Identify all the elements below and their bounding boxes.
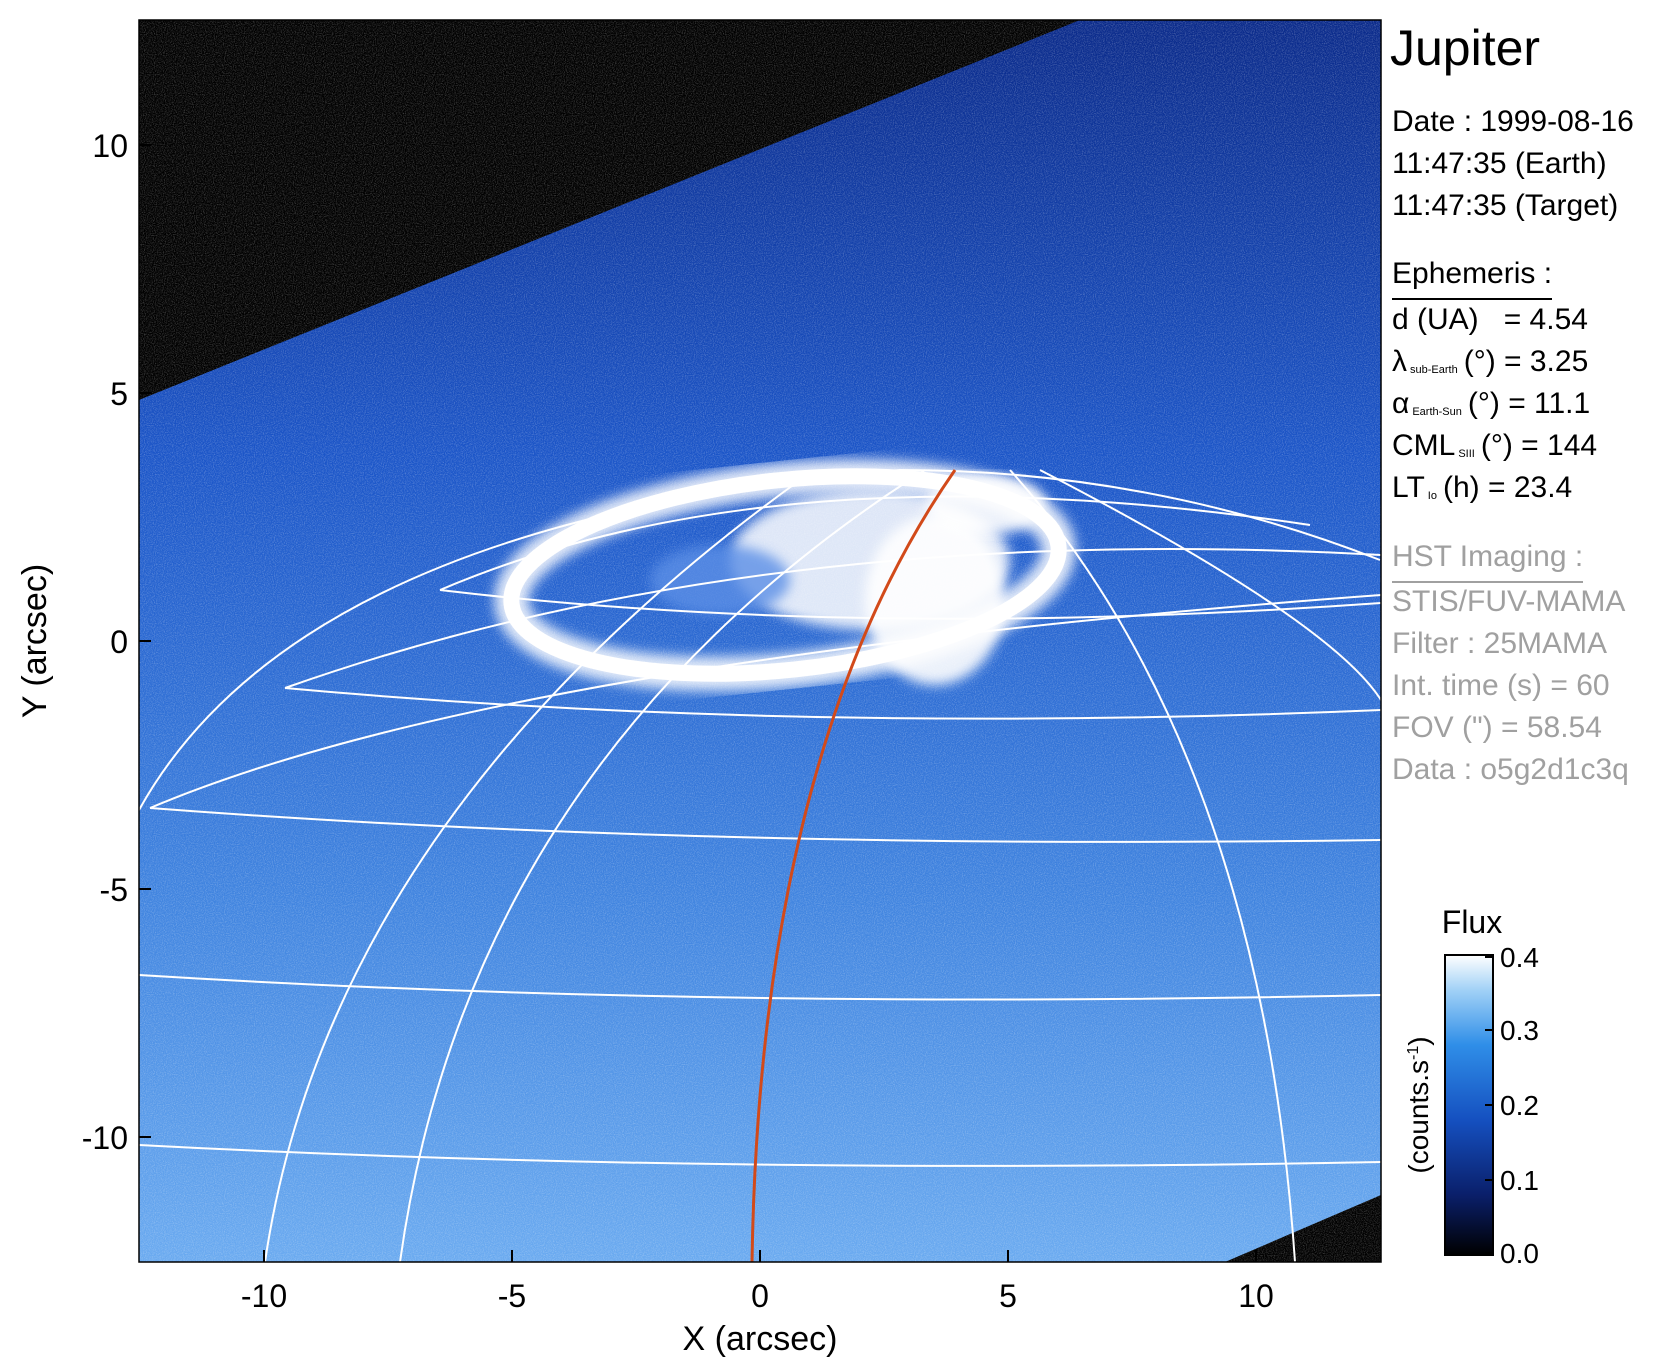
imaging-instrument: STIS/FUV-MAMA (1392, 585, 1626, 618)
observation-date: Date : 1999-08-16 (1392, 105, 1634, 138)
latitude-line-80 (439, 495, 1311, 591)
observation-time-earth: 11:47:35 (Earth) (1392, 147, 1607, 180)
ephemeris-phase-angle: α Earth-Sun (°) = 11.1 (1392, 387, 1591, 420)
io-footprint-track (750, 469, 957, 1262)
latitude-arc-60 (149, 807, 1381, 843)
longitude-line-a (264, 479, 801, 1262)
limb-emission (925, 475, 1045, 535)
imaging-field-of-view: FOV (") = 58.54 (1392, 711, 1602, 744)
colorbar-title: Flux (1442, 904, 1502, 940)
x-tick-label: 10 (1238, 1278, 1274, 1314)
latitude-line-70 (284, 547, 1381, 689)
colorbar-tick-label: 0.1 (1500, 1165, 1539, 1196)
y-tick-label: 10 (92, 128, 128, 164)
ephemeris-cml: CML SIII (°) = 144 (1392, 429, 1598, 462)
longitude-line-b (399, 469, 926, 1262)
limb-arc (139, 468, 1381, 811)
ephemeris-distance: d (UA) = 4.54 (1392, 303, 1588, 336)
imaging-integration-time: Int. time (s) = 60 (1392, 669, 1610, 702)
y-tick-label: -5 (100, 872, 128, 908)
colorbar-tick-label: 0.0 (1500, 1238, 1539, 1269)
axis-tick-marks (139, 144, 1257, 1262)
colorbar-tick-label: 0.3 (1500, 1015, 1539, 1046)
ephemeris-sub-earth-latitude: λ sub-Earth (°) = 3.25 (1392, 345, 1589, 378)
y-tick-label: -10 (82, 1120, 128, 1156)
latitude-arc-70 (284, 687, 1381, 720)
detector-field (139, 20, 1381, 1262)
longitude-line-c (1009, 469, 1296, 1262)
main-oval-core (503, 468, 1067, 682)
imaging-heading: HST Imaging : (1392, 537, 1584, 583)
x-tick-label: 5 (999, 1278, 1017, 1314)
imaging-filter: Filter : 25MAMA (1392, 627, 1608, 660)
colorbar-tick-label: 0.2 (1500, 1090, 1539, 1121)
polar-cap-dark (650, 545, 790, 615)
detector-noise (139, 20, 1381, 1262)
x-tick-label: -10 (241, 1278, 287, 1314)
image-plot-area (139, 20, 1381, 1262)
latitude-longitude-grid (139, 468, 1381, 1262)
dawn-arc-emission (865, 515, 1005, 685)
flux-colorbar: Flux 0.4 0.3 0.2 0.1 0.0 (counts.s-1) (1403, 904, 1539, 1269)
longitude-line-d (1039, 469, 1381, 701)
x-tick-label: 0 (751, 1278, 769, 1314)
y-tick-label: 5 (110, 376, 128, 412)
x-tick-label: -5 (498, 1278, 526, 1314)
ephemeris-heading: Ephemeris : (1392, 254, 1553, 300)
colorbar-unit: (counts.s-1) (1403, 1036, 1434, 1173)
y-axis-label: Y (arcsec) (16, 564, 54, 718)
observation-time-target: 11:47:35 (Target) (1392, 189, 1619, 222)
y-tick-label: 0 (110, 624, 128, 660)
latitude-arc-80 (439, 589, 1381, 620)
latitude-line-20 (139, 1144, 1381, 1167)
imaging-data-id: Data : o5g2d1c3q (1392, 753, 1629, 786)
colorbar-tick-label: 0.4 (1500, 942, 1539, 973)
latitude-line-40 (139, 974, 1381, 1001)
x-axis-label: X (arcsec) (683, 1320, 838, 1358)
ephemeris-io-local-time: LT Io (h) = 23.4 (1392, 471, 1573, 504)
target-name: Jupiter (1390, 20, 1541, 76)
